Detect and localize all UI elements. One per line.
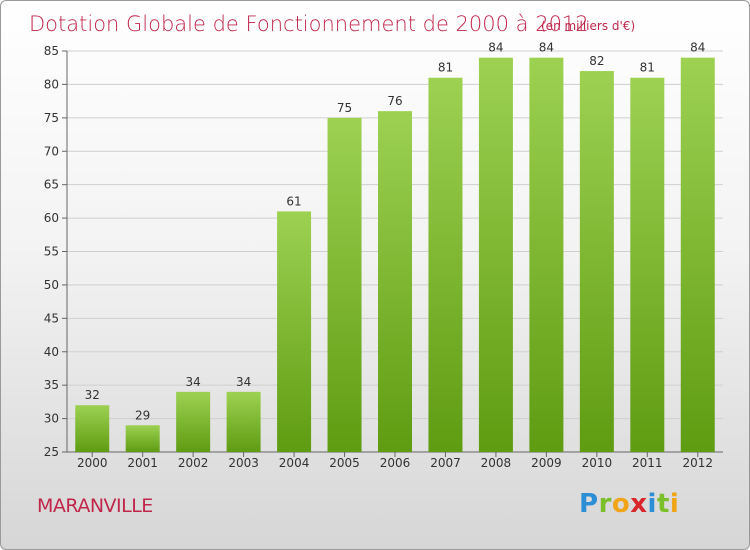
y-tick-label: 45 [44, 311, 59, 325]
x-tick-label-2008: 2008 [481, 456, 512, 470]
bar-2005 [327, 117, 362, 452]
y-tick-label: 35 [44, 378, 59, 392]
y-tick-label: 70 [44, 144, 59, 158]
value-label-2009: 84 [539, 41, 554, 55]
x-tick-label-2006: 2006 [380, 456, 411, 470]
bar-2003 [226, 391, 261, 452]
y-tick-label: 25 [44, 445, 59, 459]
bar-2010 [579, 71, 614, 453]
y-tick-label: 50 [44, 278, 59, 292]
y-tick-label: 40 [44, 345, 59, 359]
bar-2006 [378, 111, 412, 453]
value-label-2012: 84 [690, 41, 705, 55]
bar-2000 [75, 405, 110, 452]
x-tick-label-2009: 2009 [531, 456, 562, 470]
bar-2008 [478, 57, 513, 452]
value-label-2008: 84 [488, 41, 503, 55]
bars [75, 57, 715, 453]
value-label-2001: 29 [135, 408, 150, 422]
y-tick-label: 55 [44, 245, 59, 259]
bar-2002 [176, 391, 211, 452]
chart-subtitle: (en milliers d'€) [541, 19, 635, 33]
x-tick-label-2001: 2001 [127, 456, 158, 470]
x-tick-label-2005: 2005 [329, 456, 360, 470]
y-tick-label: 60 [44, 211, 59, 225]
bar-2007 [428, 77, 463, 452]
value-label-2003: 34 [236, 375, 251, 389]
bar-2012 [680, 57, 715, 452]
x-tick-label-2012: 2012 [682, 456, 713, 470]
x-tick-label-2010: 2010 [582, 456, 613, 470]
y-tick-label: 65 [44, 178, 59, 192]
bar-2011 [630, 77, 665, 452]
bar-2001 [125, 425, 160, 452]
value-label-2011: 81 [640, 61, 655, 75]
x-tick-label-2003: 2003 [228, 456, 259, 470]
x-tick-label-2007: 2007 [430, 456, 461, 470]
x-tick-label-2000: 2000 [77, 456, 108, 470]
value-label-2004: 61 [286, 194, 301, 208]
value-label-2002: 34 [186, 375, 201, 389]
bar-2004 [277, 211, 312, 452]
value-label-2006: 76 [387, 94, 402, 108]
y-tick-label: 80 [44, 77, 59, 91]
commune-name: MARANVILLE [37, 495, 153, 517]
x-axis-ticks: 2000 2001 2002 2003 2004 2005 2006 2007 2008 2009… [77, 452, 713, 470]
x-tick-label-2002: 2002 [178, 456, 209, 470]
value-label-2010: 82 [589, 54, 604, 68]
y-tick-label: 75 [44, 111, 59, 125]
value-label-2000: 32 [85, 388, 100, 402]
chart-title: Dotation Globale de Fonctionnement de 20… [29, 12, 589, 36]
bar-2009 [529, 57, 564, 452]
x-tick-label-2011: 2011 [632, 456, 663, 470]
value-labels: 32 29 34 34 61 75 76 81 84 84 82 81 84 [85, 41, 706, 423]
x-tick-label-2004: 2004 [279, 456, 310, 470]
value-label-2005: 75 [337, 101, 352, 115]
value-label-2007: 81 [438, 61, 453, 75]
y-tick-label: 30 [44, 412, 59, 426]
y-tick-label: 85 [44, 44, 59, 58]
proxiti-logo[interactable]: Proxiti [579, 489, 680, 519]
